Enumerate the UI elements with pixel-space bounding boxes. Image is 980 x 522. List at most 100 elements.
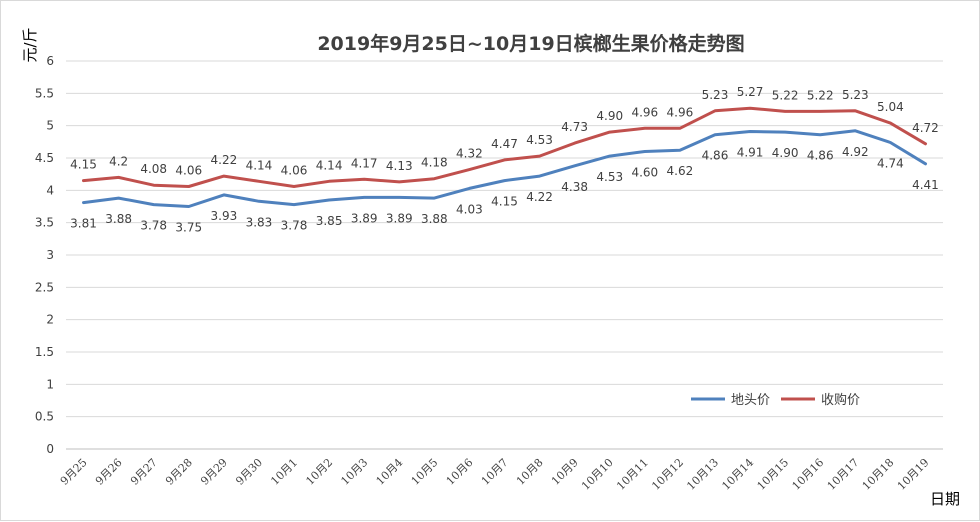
y-tick-label: 0.5 [35,410,54,424]
data-label-purchase-price: 4.2 [109,154,128,168]
data-label-purchase-price: 5.04 [877,100,904,114]
y-axis-ticks: 0 0.5 1 1.5 2 2.5 3 3.5 4 4.5 5 5.5 6 [35,54,54,456]
y-tick-label: 0 [46,442,54,456]
series-line-purchase-price [82,106,927,188]
data-label-purchase-price: 5.23 [842,88,869,102]
data-label-ground-price: 3.81 [70,217,97,231]
data-label-ground-price: 4.03 [456,202,483,216]
x-tick-label: 10月11 [614,456,651,493]
data-label-ground-price: 3.89 [351,211,378,225]
data-label-purchase-price: 4.14 [316,158,343,172]
data-label-ground-price: 4.86 [702,149,729,163]
data-label-purchase-price: 4.17 [351,156,378,170]
data-label-ground-price: 3.88 [105,212,132,226]
x-tick-label: 10月7 [479,456,511,488]
x-tick-label: 10月14 [719,456,756,493]
data-label-purchase-price: 4.47 [491,137,518,151]
data-label-ground-price: 4.38 [561,180,588,194]
y-tick-label: 5 [46,119,54,133]
data-label-purchase-price: 4.13 [386,159,413,173]
y-tick-label: 4.5 [35,151,54,165]
data-label-purchase-price: 5.23 [702,88,729,102]
y-tick-label: 3 [46,248,54,262]
data-labels: 3.81 3.88 3.78 3.75 3.93 3.83 3.78 3.85 3.89 3.89… [70,85,939,234]
x-tick-label: 9月25 [58,456,90,488]
x-tick-label: 10月8 [514,456,546,488]
data-label-ground-price: 4.90 [772,146,799,160]
x-tick-label: 10月16 [790,456,827,493]
data-label-ground-price: 4.15 [491,195,518,209]
x-tick-label: 10月19 [895,456,932,493]
legend-label: 地头价 [731,393,770,408]
data-label-ground-price: 4.91 [737,145,764,159]
y-tick-label: 2.5 [35,280,54,294]
data-label-ground-price: 3.78 [281,219,308,233]
data-label-purchase-price: 4.53 [526,133,553,147]
data-label-purchase-price: 4.73 [561,120,588,134]
x-tick-label: 9月30 [233,456,265,488]
x-tick-label: 10月6 [444,456,476,488]
x-tick-label: 10月10 [579,456,616,493]
gridlines [66,60,943,450]
y-tick-label: 2 [46,313,54,327]
series-line-ground-price [82,129,927,208]
data-label-purchase-price: 4.22 [211,153,238,167]
data-label-purchase-price: 4.14 [246,158,273,172]
y-tick-label: 6 [46,54,54,68]
y-tick-label: 4 [46,183,54,197]
data-label-purchase-price: 4.06 [175,163,202,177]
data-label-purchase-price: 4.96 [667,105,694,119]
data-label-ground-price: 3.89 [386,211,413,225]
x-tick-label: 10月12 [649,456,686,493]
data-label-purchase-price: 4.15 [70,158,97,172]
y-tick-label: 5.5 [35,86,54,100]
legend-label: 收购价 [821,392,860,408]
data-label-purchase-price: 5.27 [737,85,764,99]
data-label-ground-price: 4.92 [842,145,869,159]
x-axis-title: 日期 [930,490,960,508]
x-tick-label: 9月27 [128,456,160,488]
x-tick-label: 10月3 [338,456,370,488]
data-label-ground-price: 4.74 [877,156,904,170]
x-tick-label: 10月18 [860,456,897,493]
data-label-purchase-price: 5.22 [772,88,799,102]
series-lines [82,106,927,208]
x-tick-label: 9月26 [93,456,125,488]
data-label-ground-price: 4.86 [807,149,834,163]
data-label-purchase-price: 4.96 [631,105,658,119]
data-label-ground-price: 4.53 [596,170,623,184]
data-label-ground-price: 3.88 [421,212,448,226]
data-label-ground-price: 4.41 [912,178,939,192]
x-axis-ticks: 9月25 9月26 9月27 9月28 9月29 9月30 10月1 10月2 10月3 10月4… [58,456,932,493]
legend: 地头价 收购价 [691,392,860,408]
data-label-purchase-price: 4.08 [140,162,167,176]
data-label-ground-price: 3.78 [140,219,167,233]
data-label-purchase-price: 4.06 [281,163,308,177]
x-tick-label: 9月28 [163,456,195,488]
data-label-ground-price: 4.22 [526,190,553,204]
x-tick-label: 10月5 [409,456,441,488]
x-tick-label: 9月29 [198,456,230,488]
y-tick-label: 1.5 [35,345,54,359]
chart-title: 2019年9月25日~10月19日槟榔生果价格走势图 [317,32,744,55]
data-label-purchase-price: 4.32 [456,147,483,161]
data-label-ground-price: 3.85 [316,214,343,228]
x-tick-label: 10月17 [825,456,862,493]
data-label-purchase-price: 4.90 [596,109,623,123]
x-tick-label: 10月2 [303,456,335,488]
data-label-ground-price: 3.75 [175,221,202,235]
data-label-purchase-price: 4.18 [421,156,448,170]
data-label-ground-price: 4.60 [631,166,658,180]
x-tick-label: 10月4 [374,456,406,488]
data-label-ground-price: 4.62 [667,164,694,178]
y-tick-label: 3.5 [35,216,54,230]
data-label-ground-price: 3.83 [246,215,273,229]
data-label-ground-price: 3.93 [211,209,238,223]
x-tick-label: 10月9 [549,456,581,488]
x-tick-label: 10月15 [754,456,791,493]
y-tick-label: 1 [46,377,54,391]
y-axis-title: 元/斤 [21,27,39,62]
data-label-purchase-price: 5.22 [807,88,834,102]
